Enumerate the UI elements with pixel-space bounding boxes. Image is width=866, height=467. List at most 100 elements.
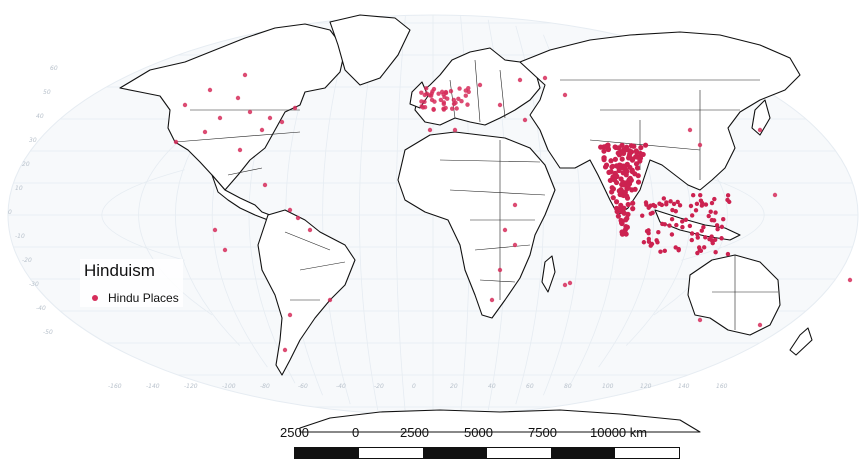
- hindu-place-point: [438, 97, 444, 103]
- hindu-place-point: [443, 105, 448, 111]
- hindu-place-point: [287, 312, 293, 318]
- legend-title: Hinduism: [84, 261, 155, 280]
- hindu-place-point: [712, 196, 717, 202]
- hindu-place-point: [619, 231, 626, 237]
- madagascar: [541, 255, 556, 293]
- hindu-place-point: [279, 119, 285, 125]
- longitude-label: 120: [640, 383, 652, 390]
- scale-label: 5000: [464, 425, 493, 440]
- hindu-place-point: [419, 99, 424, 104]
- hindu-place-point: [648, 203, 653, 208]
- hindu-place-point: [609, 164, 615, 170]
- hindu-place-point: [441, 100, 447, 105]
- hindu-place-point: [713, 250, 718, 255]
- hindu-place-point: [618, 176, 624, 182]
- hindu-place-point: [711, 218, 717, 223]
- hindu-place-point: [562, 92, 568, 98]
- hindu-place-point: [661, 196, 667, 201]
- hindu-place-point: [327, 297, 333, 303]
- hindu-place-point: [697, 317, 703, 323]
- hindu-place-point: [448, 88, 454, 94]
- hindu-place-point: [662, 248, 667, 254]
- hindu-place-point: [699, 228, 704, 233]
- hindu-place-point: [173, 139, 179, 145]
- hindu-place-point: [698, 192, 703, 198]
- hindu-place-point: [542, 75, 548, 81]
- hindu-place-point: [562, 282, 568, 288]
- hindu-place-point: [667, 223, 672, 228]
- hindu-place-point: [287, 207, 293, 213]
- hindu-place-point: [292, 105, 298, 111]
- hindu-place-point: [658, 249, 663, 254]
- hindu-place-point: [247, 109, 253, 115]
- hindu-place-point: [489, 297, 495, 303]
- longitude-label: 100: [602, 383, 614, 390]
- hindu-place-point: [497, 267, 503, 273]
- hindu-place-point: [237, 147, 243, 153]
- legend-marker-icon: [92, 295, 98, 301]
- hindu-place-point: [626, 153, 632, 159]
- hindu-place-point: [212, 227, 218, 233]
- hindu-place-point: [725, 251, 731, 257]
- hindu-place-point: [502, 227, 508, 233]
- hindu-place-point: [436, 91, 441, 96]
- hindu-place-point: [676, 248, 681, 253]
- hindu-place-point: [706, 213, 711, 219]
- hindu-place-point: [713, 210, 718, 215]
- hindu-place-point: [623, 231, 629, 237]
- hindu-place-point: [217, 115, 223, 121]
- hindu-place-point: [687, 127, 693, 133]
- hindu-place-point: [725, 193, 731, 198]
- hindu-place-point: [642, 142, 649, 148]
- latitude-label: 30: [29, 137, 37, 144]
- hindu-place-point: [633, 161, 640, 167]
- hindu-place-point: [626, 148, 633, 154]
- hindu-place-point: [629, 157, 636, 163]
- hindu-place-point: [657, 201, 662, 206]
- hindu-place-point: [454, 106, 459, 111]
- hindu-place-point: [660, 221, 665, 227]
- latitude-label: 50: [43, 89, 51, 96]
- hindu-place-point: [624, 168, 630, 175]
- hindu-place-point: [512, 202, 518, 208]
- hindu-place-point: [695, 235, 700, 240]
- hindu-place-point: [627, 164, 633, 170]
- latitude-label: -50: [43, 329, 53, 336]
- hindu-place-point: [463, 93, 468, 98]
- hindu-place-point: [439, 89, 445, 95]
- north-america: [119, 23, 346, 191]
- hindu-place-point: [612, 170, 618, 176]
- hindu-place-point: [424, 91, 430, 96]
- hindu-place-point: [615, 213, 622, 219]
- hindu-place-point: [654, 238, 659, 243]
- longitude-label: 60: [526, 383, 534, 390]
- longitude-label: 40: [488, 383, 496, 390]
- hindu-place-point: [512, 242, 518, 248]
- hindu-place-point: [295, 215, 301, 221]
- hindu-place-point: [641, 240, 647, 245]
- longitude-label: -40: [336, 383, 346, 390]
- hindu-place-point: [235, 95, 241, 101]
- hindu-place-point: [677, 203, 683, 208]
- hindu-place-point: [609, 185, 615, 191]
- hindu-place-point: [457, 86, 462, 91]
- hindu-place-point: [630, 200, 636, 206]
- japan: [751, 99, 771, 136]
- hindu-place-point: [613, 199, 620, 205]
- hindu-place-point: [422, 105, 428, 110]
- legend-item-label: Hindu Places: [108, 291, 179, 305]
- hindu-place-point: [646, 239, 652, 244]
- hindu-place-point: [517, 77, 523, 83]
- longitude-label: 80: [564, 383, 572, 390]
- scale-label: 0: [352, 425, 360, 440]
- longitude-label: -140: [146, 383, 160, 390]
- hindu-place-point: [606, 169, 612, 175]
- hindu-place-point: [632, 186, 638, 192]
- hindu-place-point: [443, 89, 449, 95]
- hindu-place-point: [622, 163, 628, 170]
- hindu-place-point: [262, 182, 268, 188]
- hindu-place-point: [757, 127, 763, 133]
- latitude-label: -20: [22, 257, 32, 264]
- hindu-place-point: [715, 226, 720, 232]
